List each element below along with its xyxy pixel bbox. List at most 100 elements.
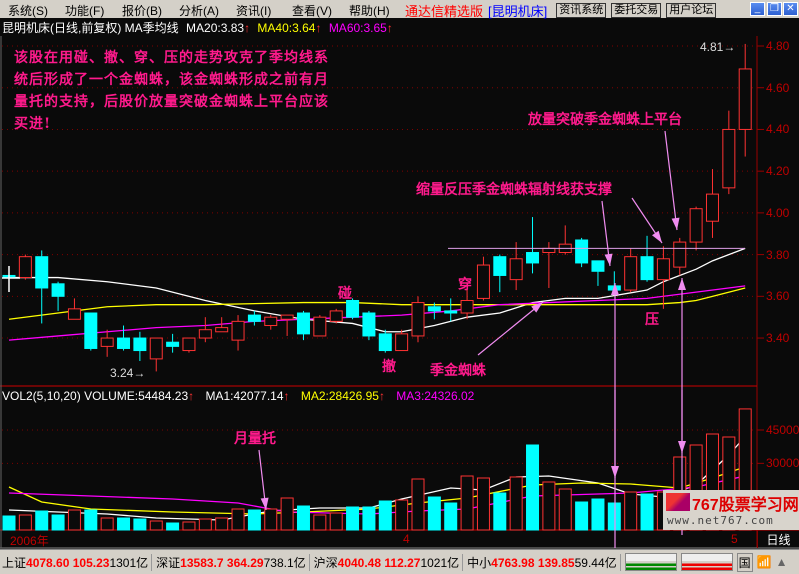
- volume-ma-line-ma3: [8, 475, 746, 515]
- volume-tick-label: 45000: [766, 423, 799, 437]
- restore-icon[interactable]: ❐: [767, 2, 782, 16]
- volume-bar: [67, 509, 81, 531]
- candle-down: [640, 256, 654, 281]
- candle-up: [280, 314, 294, 320]
- candle-up: [100, 337, 114, 347]
- candle-down: [526, 252, 540, 264]
- support-arrow-icon-head: [604, 253, 613, 266]
- candle-down: [247, 314, 261, 322]
- up-arrow-icon: ↑: [386, 21, 393, 35]
- candle-up: [738, 68, 752, 130]
- news-system-button[interactable]: 资讯系统: [556, 3, 607, 18]
- ma20-value: MA20:3.83: [186, 21, 245, 35]
- menu-quote[interactable]: 报价(B): [122, 4, 162, 18]
- high-price-label: 4.81→: [700, 40, 736, 54]
- candle-up: [395, 333, 409, 352]
- price-tick-label: 4.60: [766, 80, 790, 95]
- candle-down: [444, 310, 458, 314]
- vol-ma2-value: MA2:28426.95: [300, 389, 379, 403]
- tree-icon[interactable]: ▲: [775, 555, 788, 569]
- country-button[interactable]: 国: [736, 552, 753, 572]
- candle-up: [656, 258, 670, 281]
- volume-bar: [18, 514, 32, 531]
- period-label[interactable]: 日线: [757, 531, 799, 548]
- price-ma-line-ma20: [9, 247, 746, 333]
- candle-up: [476, 264, 490, 299]
- volume-bar: [117, 517, 131, 531]
- price-tick-label: 4.00: [766, 205, 790, 220]
- trade-button[interactable]: 委托交易: [611, 3, 662, 18]
- index-shenzhen[interactable]: 深证13583.7 364.29738.1亿: [156, 553, 310, 571]
- annotation-support: 缩量反压季金蜘蛛辐射线获支撑: [416, 182, 612, 198]
- market-breadth-indicator: [624, 553, 677, 571]
- spider-arrow-icon-head: [531, 302, 543, 313]
- volume-bar: [198, 518, 212, 531]
- stock-tag: [昆明机床]: [488, 4, 548, 19]
- index-shanghai[interactable]: 上证4078.60 105.231301亿: [2, 553, 153, 571]
- status-bar: 上证4078.60 105.231301亿 深证13583.7 364.2973…: [0, 549, 799, 574]
- menu-analysis[interactable]: 分析(A): [179, 4, 219, 18]
- candle-up: [542, 247, 556, 254]
- menu-bar: 系统(S) 功能(F) 报价(B) 分析(A) 资讯(I) 查看(V) 帮助(H…: [0, 0, 799, 19]
- breakout-arrow-icon: [664, 130, 678, 231]
- vol-ma1-value: MA1:42077.14: [205, 389, 284, 403]
- up-arrow-icon: ↑: [188, 389, 195, 403]
- date-axis-year: 2006年: [10, 534, 49, 548]
- indicator-name: MA季均线: [124, 21, 179, 35]
- volume-bar: [133, 518, 147, 531]
- up-arrow-icon: ↑: [283, 389, 290, 403]
- menu-system[interactable]: 系统(S): [8, 4, 48, 18]
- volume-bar: [313, 514, 327, 531]
- candle-down: [427, 306, 441, 312]
- signal-icon[interactable]: 📶: [756, 555, 772, 569]
- up-arrow-icon: ↑: [378, 389, 385, 403]
- up-arrow-icon: ↑: [244, 21, 251, 35]
- volume-bar: [558, 488, 572, 531]
- candle-down: [378, 333, 392, 352]
- volume-bar: [411, 478, 425, 531]
- candle-up: [198, 329, 212, 339]
- volume-bar: [493, 492, 507, 531]
- annotation-chuan: 穿: [458, 277, 472, 293]
- minimize-icon[interactable]: _: [750, 2, 765, 16]
- stock-title: 昆明机床(日线,前复权): [2, 21, 122, 35]
- volume-bar: [182, 521, 196, 531]
- menu-function[interactable]: 功能(F): [65, 4, 105, 18]
- volume-bar: [2, 515, 16, 531]
- forum-button[interactable]: 用户论坛: [666, 3, 717, 18]
- close-icon[interactable]: ✕: [783, 2, 798, 16]
- month-volume-arrow-icon-head: [260, 497, 269, 510]
- date-axis-april: 4: [403, 532, 410, 546]
- ma40-value: MA40:3.64: [257, 21, 316, 35]
- price-tick-label: 3.60: [766, 289, 790, 304]
- candle-down: [591, 260, 605, 272]
- candle-up: [18, 256, 32, 279]
- support-arrow-icon-head: [652, 230, 662, 243]
- candle-up: [264, 316, 278, 327]
- volume-bar: [247, 509, 261, 531]
- candle-down: [296, 312, 310, 335]
- watermark-url: www.net767.com: [667, 514, 774, 527]
- annotation-month-volume: 月量托: [234, 431, 276, 447]
- annotation-ya: 压: [645, 312, 659, 328]
- menu-view[interactable]: 查看(V): [292, 4, 332, 18]
- volume-bar: [624, 491, 638, 531]
- annotation-breakout: 放量突破季金蜘蛛上平台: [528, 112, 682, 128]
- volume-bar: [329, 512, 343, 531]
- volume-bar: [427, 496, 441, 531]
- menu-news[interactable]: 资讯(I): [236, 4, 272, 18]
- price-tick-label: 4.20: [766, 164, 790, 179]
- vol-ma3-value: MA3:24326.02: [396, 389, 475, 403]
- index-hushen[interactable]: 沪深4040.48 112.271021亿: [314, 553, 464, 571]
- ma60-value: MA60:3.65: [328, 21, 387, 35]
- analysis-note: 该股在用碰、撤、穿、压的走势攻克了季均线系统后形成了一个金蜘蛛，该金蜘蛛形成之前…: [14, 50, 329, 132]
- volume-bar: [100, 517, 114, 531]
- index-smallcap[interactable]: 中小4763.98 139.8559.44亿: [467, 553, 621, 571]
- watermark-text: 767股票学习网: [692, 497, 799, 514]
- up-arrow-icon: ↑: [315, 21, 322, 35]
- menu-help[interactable]: 帮助(H): [349, 4, 390, 18]
- volume-bar: [215, 517, 229, 531]
- candle-down: [133, 337, 147, 352]
- spider-arrow-icon: [477, 301, 544, 356]
